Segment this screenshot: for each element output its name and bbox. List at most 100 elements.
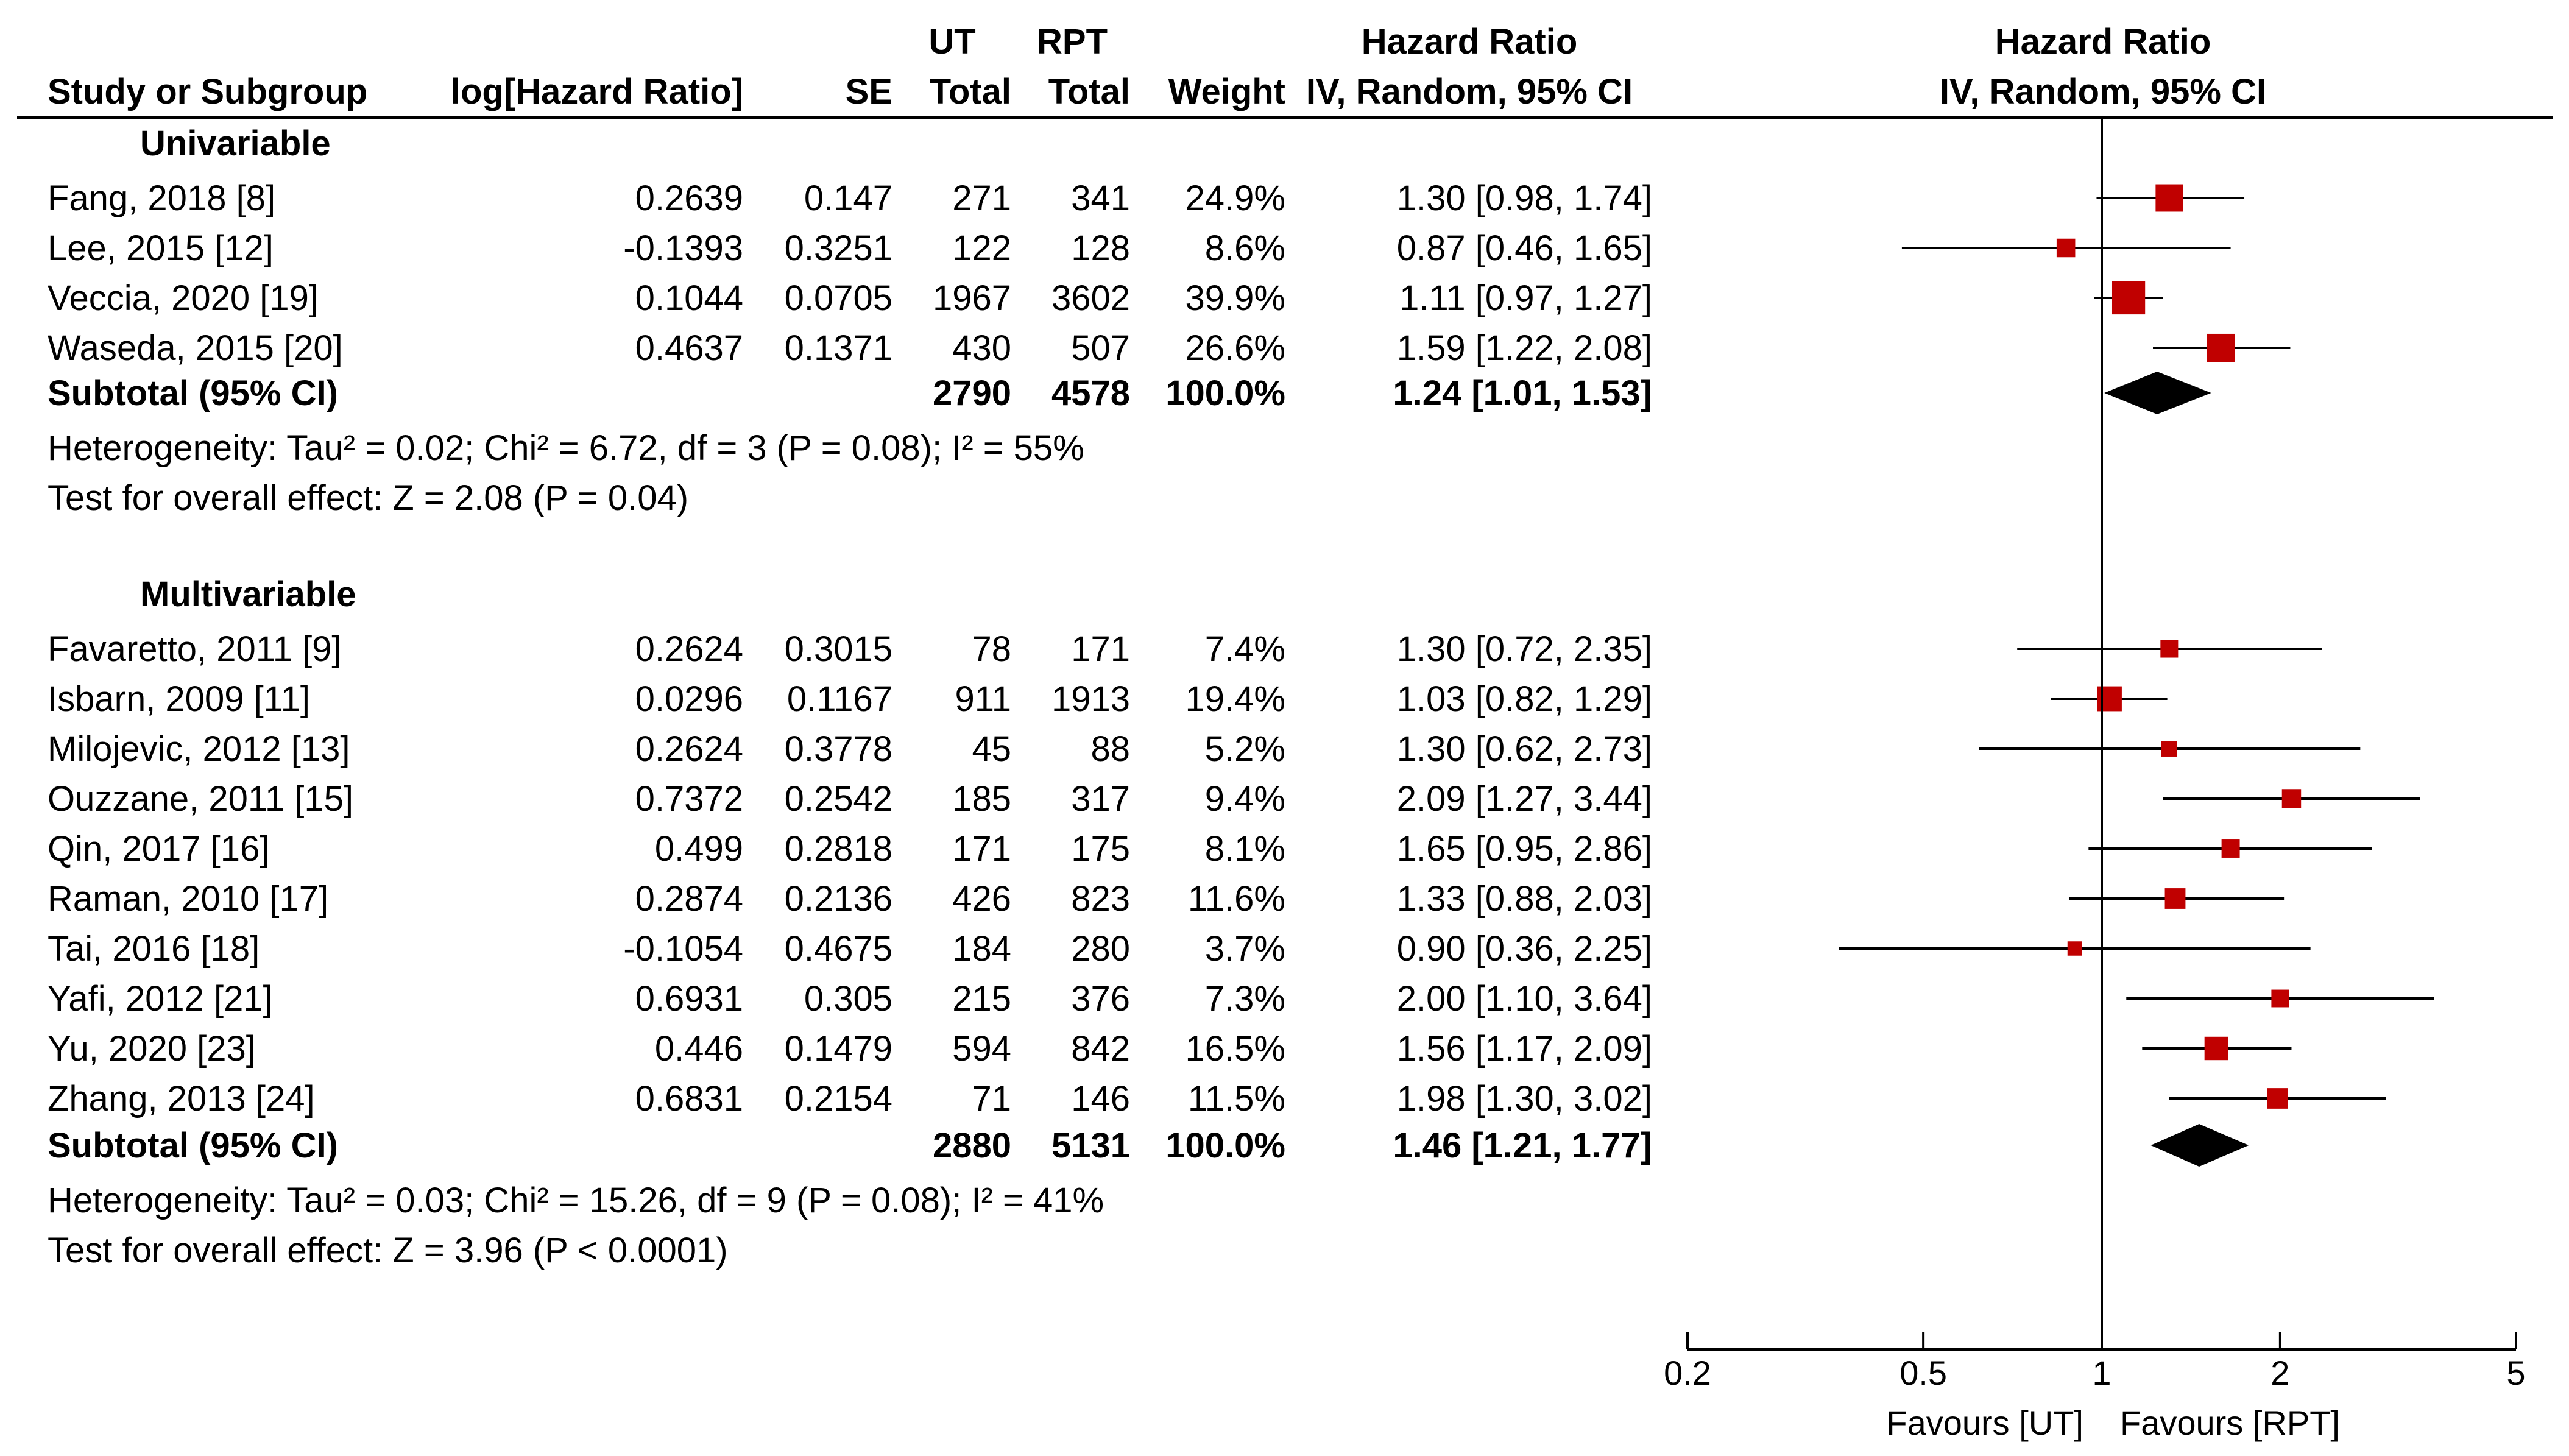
- study-name: Fang, 2018 [8]: [48, 178, 275, 218]
- study-weight: 11.5%: [1188, 1079, 1285, 1119]
- study-se: 0.4675: [785, 929, 892, 969]
- study-hr-ci: 0.87 [0.46, 1.65]: [1397, 228, 1652, 268]
- forest-plot-area: [1839, 118, 2434, 1349]
- study-weight: 7.4%: [1205, 629, 1285, 669]
- study-rpt-total: 146: [1071, 1079, 1130, 1119]
- study-ut-total: 122: [952, 228, 1011, 268]
- study-weight: 24.9%: [1186, 178, 1285, 218]
- study-rpt-total: 175: [1071, 829, 1130, 869]
- heterogeneity-text: Heterogeneity: Tau² = 0.03; Chi² = 15.26…: [48, 1181, 1104, 1220]
- study-name: Yafi, 2012 [21]: [48, 979, 273, 1019]
- effect-marker: [2056, 238, 2076, 258]
- study-se: 0.3015: [785, 629, 892, 669]
- effect-marker: [2160, 640, 2179, 658]
- study-rpt-total: 3602: [1051, 278, 1130, 318]
- study-hr-ci: 2.09 [1.27, 3.44]: [1397, 779, 1652, 819]
- header-ut-top: UT: [928, 22, 975, 62]
- study-name: Yu, 2020 [23]: [48, 1029, 256, 1069]
- study-loghr: 0.0296: [635, 679, 743, 719]
- study-ut-total: 1967: [933, 278, 1011, 318]
- axis-tick-label: 0.2: [1664, 1354, 1711, 1392]
- study-loghr: 0.4637: [635, 328, 743, 368]
- subtotal-rpt-total: 4578: [1051, 373, 1130, 413]
- effect-marker: [2271, 989, 2289, 1008]
- header-hr-top: Hazard Ratio: [1362, 22, 1578, 62]
- table-rows: Univariable Fang, 2018 [8] 0.2639 0.147 271 3…: [48, 124, 1652, 1270]
- study-ut-total: 430: [952, 328, 1011, 368]
- study-weight: 19.4%: [1186, 679, 1285, 719]
- study-hr-ci: 1.30 [0.62, 2.73]: [1397, 729, 1652, 769]
- study-rpt-total: 171: [1071, 629, 1130, 669]
- study-hr-ci: 1.11 [0.97, 1.27]: [1399, 278, 1652, 318]
- axis-tick-label: 1: [2092, 1354, 2111, 1392]
- study-ut-total: 594: [952, 1029, 1011, 1069]
- header-rpt-total: Total: [1048, 72, 1130, 111]
- study-hr-ci: 1.30 [0.98, 1.74]: [1397, 178, 1652, 218]
- study-se: 0.2136: [785, 879, 892, 919]
- study-rpt-total: 823: [1071, 879, 1130, 919]
- study-se: 0.2818: [785, 829, 892, 869]
- study-hr-ci: 1.33 [0.88, 2.03]: [1397, 879, 1652, 919]
- study-weight: 16.5%: [1186, 1029, 1285, 1069]
- study-ut-total: 78: [972, 629, 1011, 669]
- study-rpt-total: 376: [1071, 979, 1130, 1019]
- study-weight: 11.6%: [1188, 879, 1285, 919]
- study-weight: 26.6%: [1186, 328, 1285, 368]
- subtotal-diamond: [2104, 372, 2211, 414]
- study-name: Qin, 2017 [16]: [48, 829, 269, 869]
- study-loghr: 0.2624: [635, 729, 743, 769]
- effect-marker: [2161, 741, 2177, 757]
- study-loghr: -0.1393: [623, 228, 743, 268]
- effect-marker: [2067, 941, 2082, 956]
- header-study: Study or Subgroup: [48, 72, 367, 111]
- study-loghr: 0.2639: [635, 178, 743, 218]
- study-rpt-total: 842: [1071, 1029, 1130, 1069]
- favours-left-label: Favours [UT]: [1886, 1404, 2083, 1442]
- study-se: 0.147: [804, 178, 892, 218]
- subgroup-label: Multivariable: [140, 574, 356, 614]
- study-hr-ci: 1.03 [0.82, 1.29]: [1397, 679, 1652, 719]
- study-name: Raman, 2010 [17]: [48, 879, 328, 919]
- overall-effect-text: Test for overall effect: Z = 3.96 (P < 0…: [48, 1231, 728, 1270]
- study-weight: 7.3%: [1205, 979, 1285, 1019]
- study-loghr: 0.7372: [635, 779, 743, 819]
- study-rpt-total: 280: [1071, 929, 1130, 969]
- study-hr-ci: 2.00 [1.10, 3.64]: [1397, 979, 1652, 1019]
- study-ut-total: 45: [972, 729, 1011, 769]
- study-ut-total: 271: [952, 178, 1011, 218]
- study-name: Tai, 2016 [18]: [48, 929, 260, 969]
- study-se: 0.305: [804, 979, 892, 1019]
- study-weight: 8.1%: [1205, 829, 1285, 869]
- study-name: Favaretto, 2011 [9]: [48, 629, 342, 669]
- study-rpt-total: 341: [1071, 178, 1130, 218]
- study-se: 0.1479: [785, 1029, 892, 1069]
- study-name: Zhang, 2013 [24]: [48, 1079, 315, 1119]
- favours-right-label: Favours [RPT]: [2120, 1404, 2340, 1442]
- study-loghr: 0.6831: [635, 1079, 743, 1119]
- effect-marker: [2221, 839, 2240, 858]
- study-se: 0.3251: [785, 228, 892, 268]
- study-weight: 39.9%: [1186, 278, 1285, 318]
- subtotal-ut-total: 2790: [933, 373, 1011, 413]
- study-loghr: 0.6931: [635, 979, 743, 1019]
- header-loghr: log[Hazard Ratio]: [451, 72, 743, 111]
- study-ut-total: 184: [952, 929, 1011, 969]
- subtotal-hr-ci: 1.46 [1.21, 1.77]: [1393, 1126, 1652, 1165]
- study-rpt-total: 507: [1071, 328, 1130, 368]
- header-ut-total: Total: [930, 72, 1011, 111]
- study-se: 0.3778: [785, 729, 892, 769]
- study-ut-total: 426: [952, 879, 1011, 919]
- study-name: Milojevic, 2012 [13]: [48, 729, 350, 769]
- subtotal-weight: 100.0%: [1165, 1126, 1285, 1165]
- axis-tick-label: 0.5: [1899, 1354, 1947, 1392]
- x-axis: 0.2 0.5 1 2 5 Favours [UT] Favours [RPT]: [1664, 1332, 2526, 1442]
- study-loghr: 0.2624: [635, 629, 743, 669]
- subtotal-label: Subtotal (95% CI): [48, 1126, 338, 1165]
- effect-marker: [2164, 888, 2186, 909]
- study-hr-ci: 1.98 [1.30, 3.02]: [1397, 1079, 1652, 1119]
- header-weight: Weight: [1168, 72, 1285, 111]
- study-se: 0.1167: [787, 679, 892, 719]
- header-plot-top: Hazard Ratio: [1995, 22, 2211, 62]
- subtotal-weight: 100.0%: [1165, 373, 1285, 413]
